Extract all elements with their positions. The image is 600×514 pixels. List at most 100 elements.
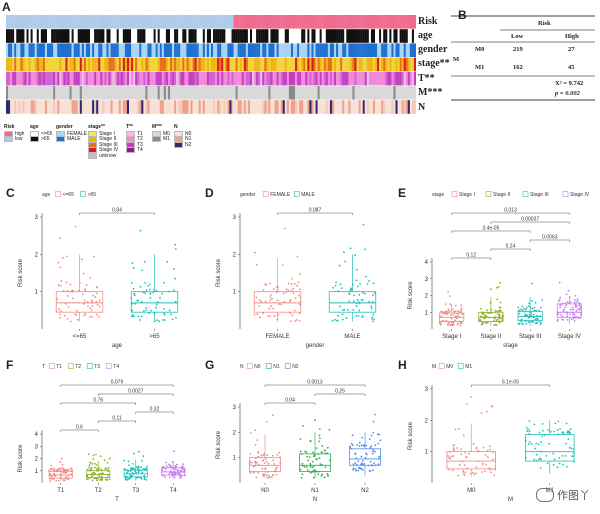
heatmap-cell [106,15,109,29]
p-value-label: 0.0027 [128,389,144,395]
heatmap-cell [53,100,56,114]
heatmap-cell [278,71,281,86]
heatmap-cell [135,43,138,57]
heatmap-cell [225,100,228,114]
data-point [85,284,88,287]
heatmap-cell [280,71,283,86]
data-point [468,452,470,455]
data-point [520,308,522,311]
data-point [566,431,569,434]
heatmap-cell [198,86,201,100]
heatmap-cell [342,71,345,86]
heatmap-cell [63,15,66,29]
data-point [370,307,373,310]
data-point [573,301,576,304]
heatmap-cell [135,86,138,100]
data-point [461,313,463,315]
data-point [267,462,270,465]
heatmap-cell [51,57,54,72]
heatmap-cell [321,86,324,100]
data-point [459,324,462,327]
legend-label: Stage II [99,136,117,143]
data-point [368,300,371,303]
data-point [266,454,269,456]
heatmap-cell [92,15,95,29]
heatmap-cell [413,43,416,57]
heatmap-cell [73,100,76,114]
data-point [371,318,373,320]
data-point [530,312,533,314]
heatmap-cell [293,29,296,43]
legend-label: T3 [137,141,143,148]
chart-legend: N N0 N1 N2 [240,363,299,370]
heatmap-cell [196,15,199,29]
heatmap-cell [403,29,406,43]
heatmap-cell [85,43,89,57]
heatmap-cell [311,57,314,72]
heatmap-cell [71,71,74,86]
data-point [558,462,561,465]
data-point [299,312,301,315]
heatmap-cell [249,43,253,57]
heatmap-cell [94,100,97,114]
data-point [311,466,314,469]
heatmap-cell [77,100,80,114]
heatmap-cell [57,71,60,86]
heatmap-cell [184,15,187,29]
heatmap-cell [389,100,392,114]
data-point [573,313,576,316]
data-point [363,445,365,447]
legend-key [55,191,61,197]
data-point [556,429,559,431]
heatmap-cell [366,71,369,86]
heatmap-cell [157,29,160,43]
heatmap-cell [241,57,244,72]
data-point [59,266,62,269]
data-point [523,307,525,310]
data-point [484,314,487,317]
heatmap-cell [92,29,95,43]
data-point [574,294,577,297]
heatmap-cell [118,29,121,43]
heatmap-cell [167,71,171,86]
data-point [349,247,352,250]
heatmap-cell [309,100,312,114]
data-point [155,306,158,309]
data-point [452,321,455,324]
heatmap-cell [297,71,300,86]
data-point [545,455,548,457]
heatmap-cell [10,15,13,29]
heatmap-cell [411,100,415,114]
heatmap-cell [305,86,308,100]
heatmap-cell [270,100,273,114]
heatmap-cell [407,29,410,43]
heatmap-cell [401,100,404,114]
heatmap-cell [85,71,89,86]
heatmap-cell [69,29,72,43]
heatmap-cell [231,29,234,43]
bracket-line [60,429,99,432]
heatmap-cell [200,100,203,114]
heatmap-cell [309,57,312,72]
data-point [127,460,130,463]
data-point [377,442,380,445]
heatmap-cell [106,71,109,86]
heatmap-cell [116,86,119,100]
data-point [362,291,364,294]
heatmap-cell [366,57,369,72]
heatmap-cell [377,43,380,57]
heatmap-cell [182,43,185,57]
heatmap-cell [100,57,103,72]
data-point [454,304,457,307]
heatmap-cell [315,15,318,29]
data-point [475,472,477,475]
data-point [569,301,572,303]
data-point [549,430,552,433]
data-point [365,275,367,278]
heatmap-cell [75,29,78,43]
data-point [351,444,354,447]
data-point [51,467,53,470]
heatmap-cell [272,100,275,114]
heatmap-cell [319,43,322,57]
data-point [292,292,295,294]
